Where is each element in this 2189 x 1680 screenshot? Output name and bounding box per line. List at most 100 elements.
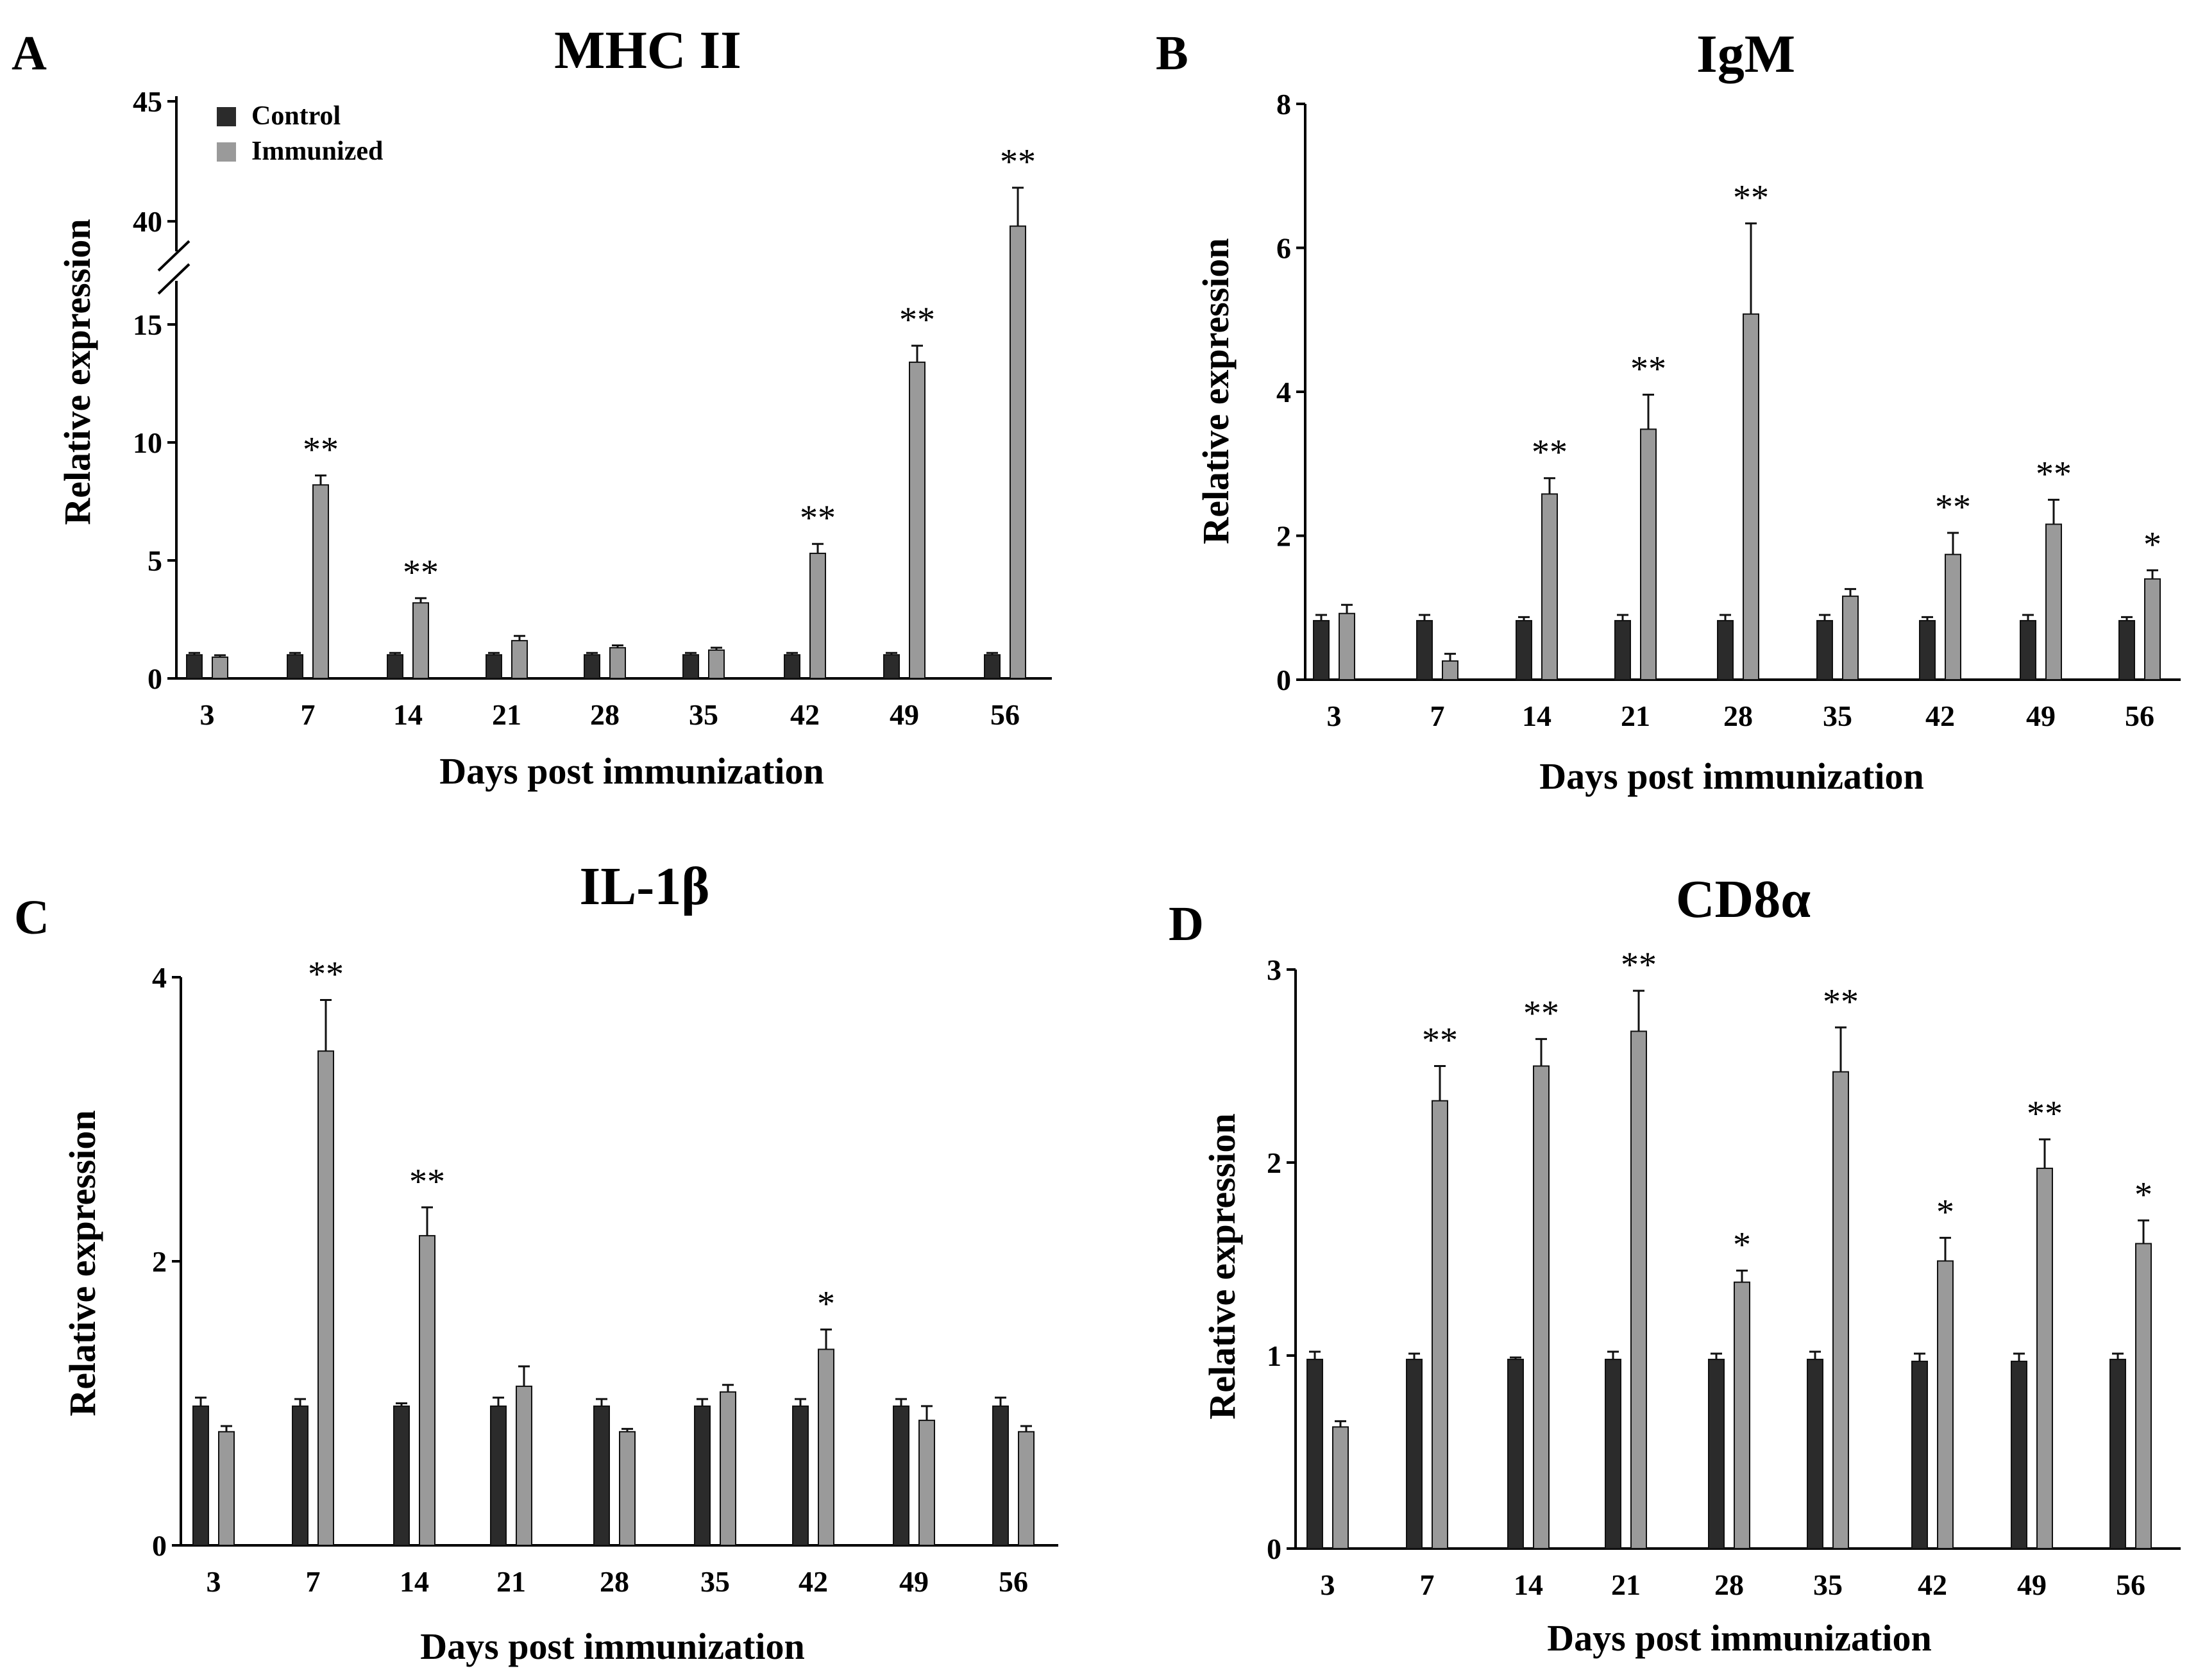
- legend-swatch-control: [217, 107, 236, 126]
- panel-il-1b: C IL-1β 0 2 4 3 7 ** 14 ** 21 28 35 42 * 49 56 Days po…: [14, 857, 1058, 1667]
- bar-control-day-35: [1807, 1359, 1823, 1550]
- bar-immunized-day-35: [1832, 1071, 1849, 1549]
- x-tick-label-day-49: 49: [2026, 700, 2056, 732]
- significance-mark-day-56: *: [2134, 1175, 2152, 1214]
- significance-mark-day-7: **: [308, 954, 344, 994]
- bar-immunized-day-3: [212, 656, 228, 680]
- y-tick-label: 8: [1276, 88, 1291, 121]
- bar-immunized-day-28: [619, 1431, 636, 1547]
- significance-mark-day-49: **: [899, 300, 935, 340]
- bar-immunized-day-35: [1842, 595, 1859, 680]
- bar-immunized-day-7: [1432, 1100, 1448, 1550]
- x-tick-label-day-3: 3: [1327, 700, 1342, 732]
- significance-mark-day-14: **: [1523, 993, 1559, 1033]
- significance-mark-day-14: **: [1532, 433, 1568, 473]
- bar-immunized-day-56: [2135, 1243, 2152, 1550]
- bar-control-day-35: [682, 654, 699, 680]
- bar-immunized-day-42: [1937, 1260, 1954, 1549]
- bar-control-day-14: [393, 1405, 410, 1546]
- y-tick-label: 5: [148, 544, 162, 577]
- x-tick-label-day-28: 28: [600, 1565, 629, 1598]
- significance-mark-day-28: *: [1733, 1225, 1751, 1265]
- bar-control-day-49: [2011, 1361, 2027, 1550]
- x-tick-label-day-7: 7: [1430, 700, 1445, 732]
- y-tick-label: 15: [133, 308, 162, 341]
- bar-control-day-28: [1717, 619, 1734, 681]
- bar-control-day-21: [1605, 1359, 1621, 1550]
- chart-title-cd8a: CD8α: [1676, 869, 1811, 929]
- significance-mark-day-21: **: [1621, 945, 1657, 985]
- bar-control-day-21: [1614, 619, 1631, 681]
- y-tick-label: 4: [152, 961, 167, 994]
- x-axis-label-c: Days post immunization: [420, 1625, 804, 1667]
- y-tick-label: 10: [133, 426, 162, 459]
- x-axis-label-a: Days post immunization: [439, 750, 824, 792]
- bar-control-day-49: [893, 1405, 909, 1546]
- y-tick-label: 0: [148, 662, 162, 695]
- x-tick-label-day-56: 56: [2125, 700, 2154, 732]
- bar-immunized-day-3: [218, 1431, 235, 1547]
- bar-immunized-day-42: [818, 1348, 834, 1547]
- x-tick-label-day-42: 42: [790, 698, 820, 731]
- x-axis-label-b: Days post immunization: [1539, 755, 1923, 797]
- bar-immunized-day-14: [1541, 493, 1558, 681]
- bar-control-day-42: [784, 654, 800, 680]
- panel-igm: B IgM 0 2 4 6 8 3 7 14 ** 21 ** 28 ** 35 42 ** 49 ** 56 * D…: [1156, 24, 2181, 797]
- x-tick-label-day-35: 35: [1823, 700, 1852, 732]
- x-tick-label-day-21: 21: [496, 1565, 526, 1598]
- bar-control-day-3: [1306, 1359, 1323, 1550]
- significance-mark-day-14: **: [403, 553, 439, 592]
- bar-immunized-day-21: [1630, 1030, 1647, 1549]
- bar-immunized-day-28: [1743, 313, 1759, 680]
- bar-control-day-3: [1313, 619, 1330, 681]
- bar-control-day-21: [486, 654, 502, 680]
- bar-immunized-day-49: [2036, 1168, 2053, 1549]
- bar-control-day-56: [992, 1405, 1009, 1546]
- y-tick-label: 40: [133, 205, 162, 238]
- bar-immunized-day-35: [720, 1391, 736, 1547]
- y-tick-label: 0: [152, 1529, 167, 1562]
- x-tick-label-day-14: 14: [1522, 700, 1551, 732]
- bar-control-day-28: [593, 1405, 610, 1546]
- panel-letter-c: C: [14, 891, 49, 945]
- bar-immunized-day-49: [909, 361, 925, 679]
- y-tick-label: 1: [1267, 1340, 1281, 1372]
- bar-immunized-day-56: [2144, 578, 2161, 680]
- y-tick-label: 6: [1276, 232, 1291, 265]
- bar-control-day-56: [2118, 619, 2135, 681]
- bar-control-day-7: [1406, 1359, 1423, 1550]
- x-tick-label-day-28: 28: [590, 698, 620, 731]
- bar-immunized-day-28: [1734, 1281, 1750, 1549]
- panel-letter-a: A: [12, 26, 47, 80]
- x-tick-label-day-42: 42: [1918, 1568, 1947, 1601]
- x-tick-label-day-21: 21: [1611, 1568, 1641, 1601]
- bar-control-day-49: [2020, 619, 2036, 681]
- bar-control-day-42: [1919, 619, 1936, 681]
- significance-mark-day-35: **: [1823, 982, 1859, 1021]
- bar-control-day-49: [883, 654, 900, 680]
- y-tick-label: 4: [1276, 376, 1291, 408]
- significance-mark-day-21: **: [1630, 349, 1666, 389]
- bar-control-day-14: [1516, 619, 1532, 681]
- bar-immunized-day-42: [809, 552, 826, 680]
- plot-area-mhc-ii: 0 5 10 15 40 45 3 7 ** 14 ** 21 28 35 42 ** 49 ** 56 **: [133, 85, 1052, 731]
- panel-letter-d: D: [1169, 897, 1204, 951]
- x-tick-label-day-35: 35: [1813, 1568, 1843, 1601]
- axis-break-mark: [157, 240, 190, 272]
- x-tick-label-day-7: 7: [1420, 1568, 1435, 1601]
- bar-control-day-56: [2109, 1359, 2126, 1550]
- chart-title-mhc-ii: MHC II: [554, 21, 741, 80]
- x-tick-label-day-3: 3: [200, 698, 215, 731]
- x-tick-label-day-42: 42: [1925, 700, 1955, 732]
- x-tick-label-day-35: 35: [700, 1565, 730, 1598]
- x-tick-label-day-3: 3: [207, 1565, 221, 1598]
- bar-control-day-56: [984, 654, 1001, 680]
- legend-label-immunized: Immunized: [251, 137, 383, 166]
- bar-immunized-day-42: [1945, 553, 1961, 680]
- bar-immunized-day-49: [2045, 523, 2062, 680]
- significance-mark-day-14: **: [409, 1162, 445, 1202]
- significance-mark-day-7: **: [303, 430, 339, 470]
- bar-control-day-42: [792, 1405, 809, 1546]
- bar-control-day-28: [1708, 1359, 1725, 1550]
- bar-control-day-3: [186, 654, 203, 680]
